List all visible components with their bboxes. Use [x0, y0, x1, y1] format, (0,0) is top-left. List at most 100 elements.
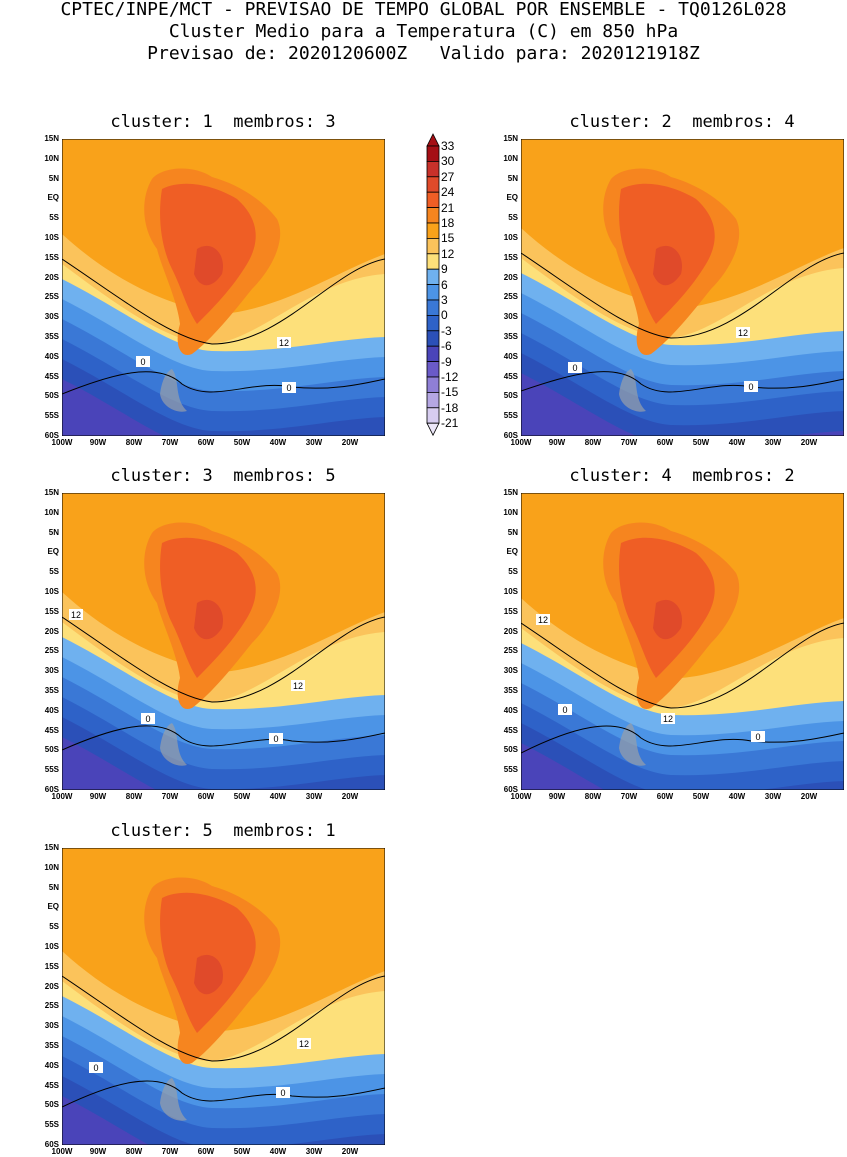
svg-text:12: 12: [293, 681, 303, 691]
latitude-label: 35S: [503, 332, 518, 341]
colorbar-label: 30: [441, 154, 455, 169]
contour-label: 0: [751, 731, 765, 742]
latitude-label: 60S: [44, 1140, 59, 1149]
colorbar-swatch: [426, 222, 440, 239]
longitude-label: 40W: [728, 792, 746, 801]
longitude-label: 70W: [161, 1147, 179, 1156]
cluster-title: cluster: 2 membros: 4: [569, 112, 795, 132]
latitude-label: 5N: [507, 173, 518, 183]
latitude-label: EQ: [506, 193, 518, 203]
latitude-label: 5S: [49, 567, 59, 577]
latitude-label: 5S: [508, 567, 518, 577]
svg-text:0: 0: [273, 734, 278, 744]
longitude-label: 30W: [305, 1147, 323, 1156]
colorbar-swatches: [426, 133, 440, 437]
longitude-label: 20W: [341, 792, 359, 801]
latitude-label: EQ: [47, 902, 59, 912]
longitude-label: 70W: [620, 792, 638, 801]
contour-label: 12: [277, 337, 291, 348]
colorbar-label: 0: [441, 308, 448, 323]
latitude-label: 30S: [44, 312, 59, 322]
latitude-label: 35S: [44, 1041, 59, 1050]
colorbar-label: 21: [441, 200, 455, 215]
svg-text:0: 0: [755, 732, 760, 742]
latitude-label: 55S: [503, 765, 518, 775]
longitude-label: 20W: [341, 1147, 359, 1156]
contour-label: 12: [661, 713, 675, 724]
latitude-label: 5N: [48, 173, 59, 183]
longitude-label: 70W: [161, 792, 179, 801]
longitude-label: 80W: [584, 438, 602, 447]
contour-label: 0: [276, 1087, 290, 1098]
colorbar-label: -12: [441, 370, 459, 384]
longitude-label: 100W: [51, 438, 73, 447]
temperature-map: 12 12 0 0: [62, 493, 385, 790]
svg-text:0: 0: [280, 1088, 285, 1098]
colorbar-bottom-arrow: [426, 422, 440, 437]
header-line-2: Cluster Medio para a Temperatura (C) em …: [168, 21, 679, 42]
colorbar-label: 15: [441, 231, 455, 246]
latitude-label: 15N: [44, 488, 59, 497]
colorbar-label: -3: [441, 323, 452, 338]
colorbar-label: -21: [441, 416, 459, 431]
colorbar-top-arrow: [426, 133, 440, 147]
svg-text:12: 12: [538, 615, 548, 625]
longitude-label: 40W: [269, 1147, 287, 1156]
longitude-label: 60W: [656, 792, 674, 801]
latitude-label: 25S: [44, 1001, 59, 1011]
latitude-label: 45S: [44, 725, 59, 735]
colorbar-swatch: [426, 361, 440, 378]
longitude-label: 90W: [89, 1147, 107, 1156]
latitude-label: 20S: [503, 272, 518, 282]
svg-text:0: 0: [93, 1063, 98, 1073]
svg-text:12: 12: [663, 714, 673, 724]
latitude-label: 40S: [44, 705, 59, 715]
colorbar-swatch: [426, 330, 440, 347]
longitude-label: 20W: [800, 438, 818, 447]
latitude-label: EQ: [506, 547, 518, 557]
longitude-label: 80W: [584, 792, 602, 801]
latitude-label: 10N: [44, 862, 59, 872]
longitude-label: 100W: [51, 1147, 73, 1156]
longitude-label: 50W: [233, 1147, 251, 1156]
latitude-label: 5S: [508, 213, 518, 223]
latitude-label: 15S: [503, 252, 518, 262]
cluster-title: cluster: 1 membros: 3: [110, 112, 336, 132]
colorbar-label: 24: [441, 185, 455, 200]
latitude-label: 45S: [503, 725, 518, 735]
latitude-label: 10S: [44, 587, 59, 596]
contour-label: 12: [536, 614, 550, 625]
latitude-label: 30S: [503, 666, 518, 676]
temperature-map: 12 0 0: [62, 848, 385, 1145]
latitude-label: 25S: [503, 292, 518, 302]
longitude-label: 50W: [692, 792, 710, 801]
contour-label: 0: [744, 381, 758, 392]
latitude-label: 10S: [44, 233, 59, 242]
latitude-label: 35S: [503, 686, 518, 695]
latitude-label: 15N: [503, 488, 518, 497]
colorbar-swatch: [426, 268, 440, 285]
longitude-label: 20W: [341, 438, 359, 447]
longitude-label: 50W: [692, 438, 710, 447]
latitude-label: 50S: [44, 745, 59, 755]
contour-label: 0: [282, 382, 296, 393]
svg-text:12: 12: [738, 328, 748, 338]
latitude-label: 45S: [44, 1080, 59, 1090]
longitude-label: 30W: [764, 792, 782, 801]
latitude-label: 40S: [503, 351, 518, 361]
latitude-label: 40S: [44, 1060, 59, 1070]
svg-text:0: 0: [286, 383, 291, 393]
contour-label: 0: [269, 733, 283, 744]
latitude-label: 45S: [503, 371, 518, 381]
latitude-label: 35S: [44, 332, 59, 341]
colorbar-swatch: [426, 345, 440, 362]
longitude-label: 20W: [800, 792, 818, 801]
colorbar-swatch: [426, 238, 440, 255]
longitude-label: 40W: [269, 792, 287, 801]
latitude-label: 5N: [48, 527, 59, 537]
colorbar-swatch: [426, 407, 440, 424]
latitude-label: 60S: [44, 431, 59, 440]
contour-label: 0: [136, 356, 150, 367]
latitude-label: 15S: [503, 606, 518, 616]
latitude-label: 10N: [503, 153, 518, 163]
